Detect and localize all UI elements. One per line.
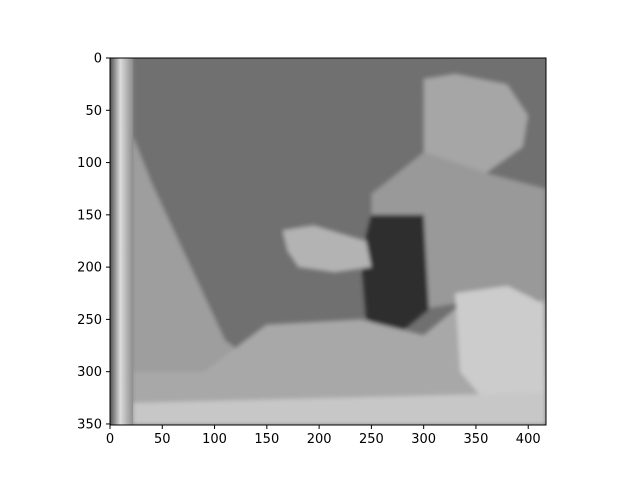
heatmap-region-lower-floor: [133, 298, 546, 425]
x-tick-label: 50: [154, 432, 171, 447]
y-tick-label: 100: [77, 156, 102, 171]
heatmap-region-left-arm: [282, 225, 372, 273]
y-tick-label: 300: [77, 365, 102, 380]
heatmap-region-bright-bottom-strip: [133, 392, 546, 425]
heatmap-region-center-dark-object: [360, 214, 429, 336]
heatmap-image: [110, 58, 546, 425]
left-edge-gradient: [110, 58, 133, 425]
x-tick-label: 300: [411, 432, 436, 447]
heatmap-region-background-wall: [110, 58, 456, 351]
x-tick-label: 150: [254, 432, 279, 447]
y-tick-label: 50: [85, 104, 102, 119]
x-tick-label: 200: [307, 432, 332, 447]
x-tick-label: 250: [359, 432, 384, 447]
y-axis: 0 50 100 150 200 250 300 350: [77, 52, 110, 432]
y-tick-label: 150: [77, 208, 102, 223]
x-tick-label: 100: [202, 432, 227, 447]
y-tick-label: 200: [77, 261, 102, 276]
plot-frame: [109, 57, 547, 426]
heatmap-region-bright-right-patch: [455, 285, 546, 404]
x-tick-label: 400: [516, 432, 541, 447]
y-tick-label: 0: [94, 52, 102, 67]
heatmap-region-upper-right-blob: [423, 73, 529, 174]
y-tick-label: 250: [77, 313, 102, 328]
x-tick-label: 0: [106, 432, 114, 447]
heatmap-regions: [110, 58, 546, 425]
x-tick-label: 350: [464, 432, 489, 447]
y-tick-label: 350: [77, 417, 102, 432]
x-axis: 0 50 100 150 200 250 300 350 400: [106, 425, 541, 447]
heatmap-region-left-slope: [133, 136, 267, 425]
